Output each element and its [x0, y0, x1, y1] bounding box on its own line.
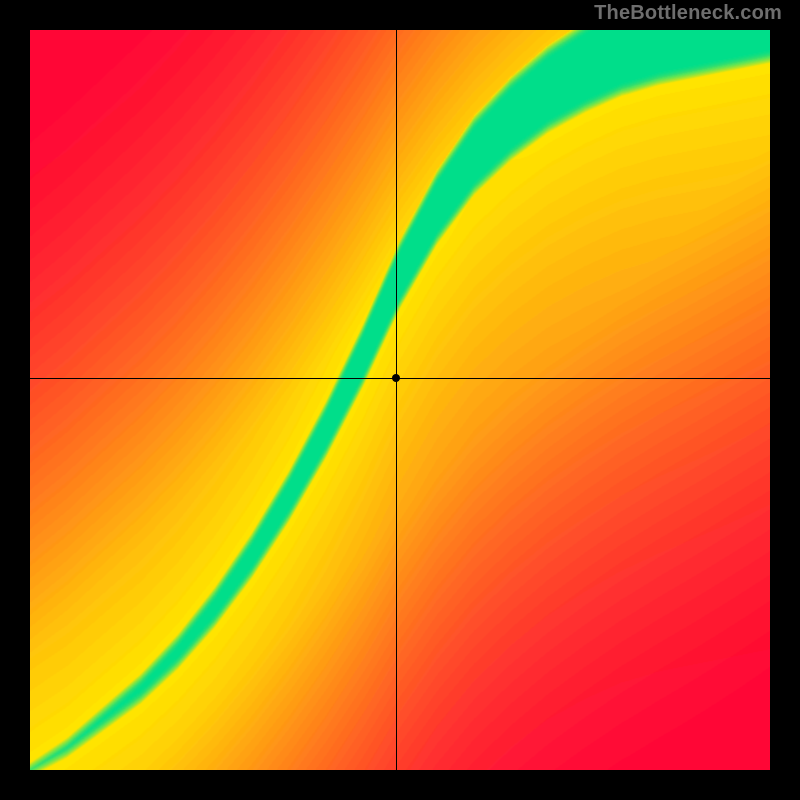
crosshair-dot	[392, 374, 400, 382]
crosshair-vertical	[396, 30, 397, 770]
heatmap-plot	[30, 30, 770, 770]
chart-frame: TheBottleneck.com	[0, 0, 800, 800]
heatmap-canvas	[30, 30, 770, 770]
watermark-text: TheBottleneck.com	[594, 2, 782, 25]
